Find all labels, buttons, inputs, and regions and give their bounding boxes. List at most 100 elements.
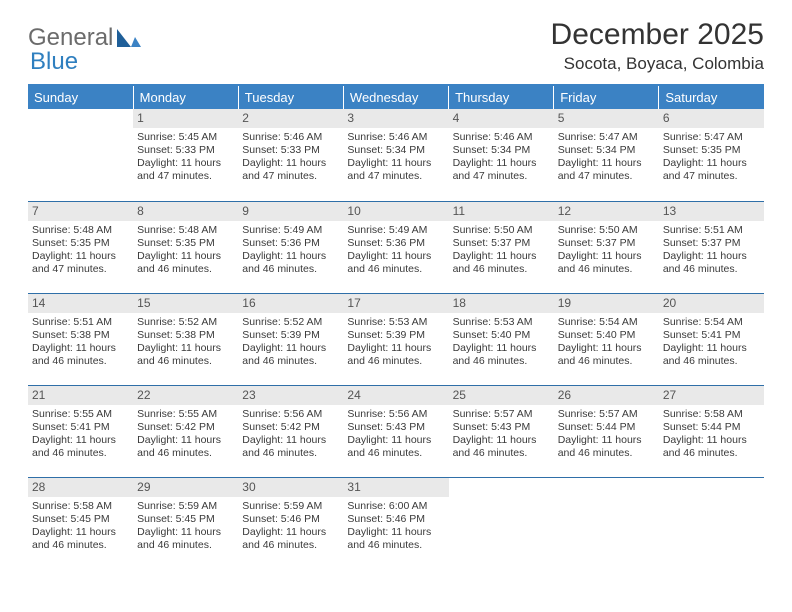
- calendar-day-cell: [659, 477, 764, 569]
- sunset-text: Sunset: 5:34 PM: [347, 144, 444, 157]
- daylight1-text: Daylight: 11 hours: [32, 342, 129, 355]
- sunset-text: Sunset: 5:40 PM: [453, 329, 550, 342]
- calendar-day-cell: 15Sunrise: 5:52 AMSunset: 5:38 PMDayligh…: [133, 293, 238, 385]
- sunrise-text: Sunrise: 5:51 AM: [663, 224, 760, 237]
- sunset-text: Sunset: 5:43 PM: [453, 421, 550, 434]
- daylight1-text: Daylight: 11 hours: [32, 250, 129, 263]
- sunset-text: Sunset: 5:37 PM: [453, 237, 550, 250]
- sunrise-text: Sunrise: 5:59 AM: [137, 500, 234, 513]
- sunrise-text: Sunrise: 5:56 AM: [242, 408, 339, 421]
- calendar-day-cell: 31Sunrise: 6:00 AMSunset: 5:46 PMDayligh…: [343, 477, 448, 569]
- day-number: 19: [554, 294, 659, 313]
- daylight2-text: and 46 minutes.: [558, 263, 655, 276]
- sunset-text: Sunset: 5:35 PM: [663, 144, 760, 157]
- sunrise-text: Sunrise: 5:50 AM: [453, 224, 550, 237]
- daylight1-text: Daylight: 11 hours: [347, 342, 444, 355]
- calendar-day-cell: 4Sunrise: 5:46 AMSunset: 5:34 PMDaylight…: [449, 109, 554, 201]
- sunset-text: Sunset: 5:41 PM: [663, 329, 760, 342]
- sunrise-text: Sunrise: 5:49 AM: [347, 224, 444, 237]
- sunrise-text: Sunrise: 5:46 AM: [242, 131, 339, 144]
- location-label: Socota, Boyaca, Colombia: [551, 54, 764, 74]
- sunrise-text: Sunrise: 5:55 AM: [32, 408, 129, 421]
- daylight2-text: and 47 minutes.: [32, 263, 129, 276]
- daylight2-text: and 46 minutes.: [137, 539, 234, 552]
- daylight2-text: and 46 minutes.: [242, 263, 339, 276]
- sunset-text: Sunset: 5:39 PM: [347, 329, 444, 342]
- calendar-day-cell: 10Sunrise: 5:49 AMSunset: 5:36 PMDayligh…: [343, 201, 448, 293]
- calendar-day-cell: 27Sunrise: 5:58 AMSunset: 5:44 PMDayligh…: [659, 385, 764, 477]
- sunset-text: Sunset: 5:36 PM: [242, 237, 339, 250]
- daylight2-text: and 46 minutes.: [137, 447, 234, 460]
- sunset-text: Sunset: 5:35 PM: [137, 237, 234, 250]
- daylight2-text: and 46 minutes.: [347, 355, 444, 368]
- sunset-text: Sunset: 5:33 PM: [137, 144, 234, 157]
- sunrise-text: Sunrise: 5:52 AM: [137, 316, 234, 329]
- day-number: 9: [238, 202, 343, 221]
- day-number: 16: [238, 294, 343, 313]
- day-number: 20: [659, 294, 764, 313]
- weekday-header: Thursday: [449, 85, 554, 109]
- day-number: 25: [449, 386, 554, 405]
- sunrise-text: Sunrise: 5:52 AM: [242, 316, 339, 329]
- daylight2-text: and 46 minutes.: [32, 539, 129, 552]
- daylight1-text: Daylight: 11 hours: [347, 434, 444, 447]
- sunrise-text: Sunrise: 5:50 AM: [558, 224, 655, 237]
- sunset-text: Sunset: 5:42 PM: [137, 421, 234, 434]
- weekday-header: Friday: [554, 85, 659, 109]
- day-number: 29: [133, 478, 238, 497]
- calendar-day-cell: [28, 109, 133, 201]
- daylight2-text: and 46 minutes.: [242, 539, 339, 552]
- daylight2-text: and 46 minutes.: [453, 447, 550, 460]
- daylight2-text: and 46 minutes.: [242, 355, 339, 368]
- sunset-text: Sunset: 5:46 PM: [347, 513, 444, 526]
- calendar-day-cell: 14Sunrise: 5:51 AMSunset: 5:38 PMDayligh…: [28, 293, 133, 385]
- daylight1-text: Daylight: 11 hours: [137, 250, 234, 263]
- day-number: 28: [28, 478, 133, 497]
- daylight2-text: and 47 minutes.: [453, 170, 550, 183]
- sunset-text: Sunset: 5:35 PM: [32, 237, 129, 250]
- calendar-day-cell: 16Sunrise: 5:52 AMSunset: 5:39 PMDayligh…: [238, 293, 343, 385]
- day-number: 1: [133, 109, 238, 128]
- calendar-day-cell: [449, 477, 554, 569]
- daylight2-text: and 46 minutes.: [453, 355, 550, 368]
- sunset-text: Sunset: 5:34 PM: [453, 144, 550, 157]
- daylight2-text: and 47 minutes.: [663, 170, 760, 183]
- sunrise-text: Sunrise: 5:47 AM: [663, 131, 760, 144]
- daylight1-text: Daylight: 11 hours: [32, 526, 129, 539]
- daylight2-text: and 47 minutes.: [242, 170, 339, 183]
- day-number: 6: [659, 109, 764, 128]
- sunrise-text: Sunrise: 5:51 AM: [32, 316, 129, 329]
- calendar-day-cell: 1Sunrise: 5:45 AMSunset: 5:33 PMDaylight…: [133, 109, 238, 201]
- calendar-day-cell: 9Sunrise: 5:49 AMSunset: 5:36 PMDaylight…: [238, 201, 343, 293]
- calendar-day-cell: 2Sunrise: 5:46 AMSunset: 5:33 PMDaylight…: [238, 109, 343, 201]
- day-number: 31: [343, 478, 448, 497]
- daylight2-text: and 46 minutes.: [663, 355, 760, 368]
- calendar-day-cell: 18Sunrise: 5:53 AMSunset: 5:40 PMDayligh…: [449, 293, 554, 385]
- day-number: 4: [449, 109, 554, 128]
- daylight2-text: and 46 minutes.: [453, 263, 550, 276]
- brand-word-2: Blue: [30, 48, 78, 76]
- calendar-day-cell: 28Sunrise: 5:58 AMSunset: 5:45 PMDayligh…: [28, 477, 133, 569]
- daylight1-text: Daylight: 11 hours: [347, 250, 444, 263]
- daylight2-text: and 46 minutes.: [347, 539, 444, 552]
- calendar-header-row: Sunday Monday Tuesday Wednesday Thursday…: [28, 85, 764, 109]
- daylight1-text: Daylight: 11 hours: [453, 250, 550, 263]
- sunset-text: Sunset: 5:44 PM: [558, 421, 655, 434]
- day-number: 10: [343, 202, 448, 221]
- daylight1-text: Daylight: 11 hours: [32, 434, 129, 447]
- day-number: 27: [659, 386, 764, 405]
- daylight1-text: Daylight: 11 hours: [663, 250, 760, 263]
- calendar-day-cell: 24Sunrise: 5:56 AMSunset: 5:43 PMDayligh…: [343, 385, 448, 477]
- weekday-header: Monday: [133, 85, 238, 109]
- title-block: December 2025 Socota, Boyaca, Colombia: [551, 18, 764, 74]
- sunrise-text: Sunrise: 5:56 AM: [347, 408, 444, 421]
- calendar-day-cell: 25Sunrise: 5:57 AMSunset: 5:43 PMDayligh…: [449, 385, 554, 477]
- sunrise-text: Sunrise: 5:57 AM: [453, 408, 550, 421]
- sunrise-text: Sunrise: 5:46 AM: [347, 131, 444, 144]
- day-number: 24: [343, 386, 448, 405]
- daylight2-text: and 46 minutes.: [137, 355, 234, 368]
- calendar-day-cell: 5Sunrise: 5:47 AMSunset: 5:34 PMDaylight…: [554, 109, 659, 201]
- daylight1-text: Daylight: 11 hours: [347, 526, 444, 539]
- sunset-text: Sunset: 5:45 PM: [32, 513, 129, 526]
- day-number: 26: [554, 386, 659, 405]
